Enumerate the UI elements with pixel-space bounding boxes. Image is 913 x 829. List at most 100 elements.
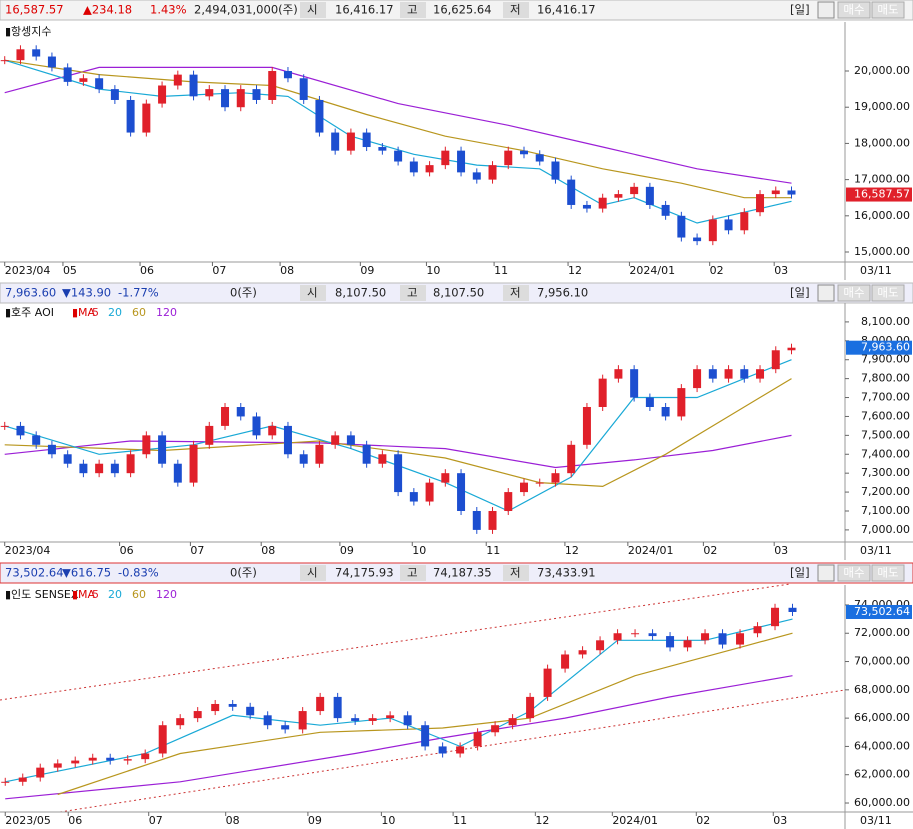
header-low: 16,416.17 [537, 3, 596, 17]
y-tick-label: 7,200.00 [861, 485, 910, 498]
candle [378, 454, 387, 464]
panel-title: ▮항셍지수 [5, 25, 52, 38]
x-tick-label: 2024/01 [629, 264, 675, 277]
candle [582, 406, 591, 445]
candle [756, 194, 765, 213]
header-label: 시 [307, 566, 318, 580]
buy-button-label[interactable]: 매수 [843, 3, 864, 17]
buy-button[interactable] [837, 284, 871, 302]
candle [677, 388, 686, 417]
candle [661, 406, 670, 417]
x-tick-label: 03 [773, 814, 787, 827]
x-tick-label: 05 [63, 264, 77, 277]
header-cell [300, 2, 326, 18]
candle [362, 444, 371, 464]
x-tick-label: 02 [710, 264, 724, 277]
candle [787, 347, 796, 351]
candle [211, 703, 220, 712]
sell-button[interactable] [871, 1, 905, 19]
candle [0, 60, 9, 62]
settings-icon[interactable] [817, 284, 835, 302]
header-pct: -0.83% [118, 566, 159, 580]
candle [88, 757, 97, 761]
candle [228, 703, 237, 707]
sell-button-label[interactable]: 매도 [877, 286, 898, 300]
candle [1, 781, 10, 783]
candle [472, 510, 481, 530]
sell-button-label[interactable]: 매도 [877, 566, 898, 580]
y-tick-label: 17,000.00 [854, 173, 910, 186]
sell-button[interactable] [871, 564, 905, 582]
candle [283, 71, 292, 79]
y-tick-label: 7,600.00 [861, 409, 910, 422]
candle [457, 473, 466, 511]
candle [701, 633, 710, 641]
header-low: 7,956.10 [537, 286, 588, 300]
candle [504, 492, 513, 511]
candle [141, 753, 150, 760]
header-pct: -1.77% [118, 286, 159, 300]
ma-line [4, 359, 792, 512]
y-tick-label: 7,900.00 [861, 353, 910, 366]
buy-button[interactable] [837, 564, 871, 582]
x-tick-label: 2023/04 [5, 544, 51, 557]
header-volume: 2,494,031,000(주) [194, 3, 298, 17]
candle [386, 715, 395, 719]
candle [561, 654, 570, 669]
candle [409, 161, 418, 173]
candle [106, 757, 115, 761]
candle [645, 397, 654, 407]
x-tick-label: 2024/01 [628, 544, 674, 557]
candle [236, 89, 245, 108]
candle [740, 212, 749, 231]
candle [315, 99, 324, 133]
candle [551, 161, 560, 180]
candle [724, 219, 733, 231]
candle [110, 89, 119, 100]
candle [457, 150, 466, 173]
last-price-label: 7,963.60 [861, 341, 910, 354]
header-bar [0, 282, 913, 304]
panel-title: ▮인도 SENSEX [5, 588, 79, 601]
candle [543, 668, 552, 697]
ma-line [4, 59, 792, 224]
buy-button-label[interactable]: 매수 [843, 286, 864, 300]
x-tick-label: 03 [774, 264, 788, 277]
candle [771, 190, 780, 195]
candle [473, 732, 482, 747]
candle [519, 482, 528, 493]
candle [173, 463, 182, 483]
candle [438, 746, 447, 754]
settings-icon[interactable] [817, 1, 835, 19]
candle [47, 56, 56, 68]
candle [298, 711, 307, 730]
candle [456, 746, 465, 754]
y-tick-label: 7,700.00 [861, 391, 910, 404]
period: [일] [790, 566, 810, 580]
y-tick-label: 70,000.00 [854, 655, 910, 668]
candle [18, 777, 27, 782]
header-cell [300, 565, 326, 581]
header-open: 74,175.93 [335, 566, 394, 580]
x-tick-label: 12 [565, 544, 579, 557]
settings-icon[interactable] [817, 564, 835, 582]
sell-button-label[interactable]: 매도 [877, 3, 898, 17]
header-price: 16,587.57 [5, 3, 64, 17]
sell-button[interactable] [871, 284, 905, 302]
ma-line [5, 618, 793, 783]
last-date: 03/11 [860, 544, 892, 557]
candle [508, 718, 517, 726]
candle [126, 454, 135, 474]
header-cell [400, 285, 426, 301]
x-tick-label: 10 [381, 814, 395, 827]
x-tick-label: 06 [120, 544, 134, 557]
x-tick-label: 2024/01 [612, 814, 658, 827]
candle [598, 378, 607, 407]
buy-button-label[interactable]: 매수 [843, 566, 864, 580]
candle [708, 369, 717, 379]
candle [268, 425, 277, 436]
candle [205, 425, 214, 445]
candle [189, 444, 198, 483]
buy-button[interactable] [837, 1, 871, 19]
candle [221, 89, 230, 108]
